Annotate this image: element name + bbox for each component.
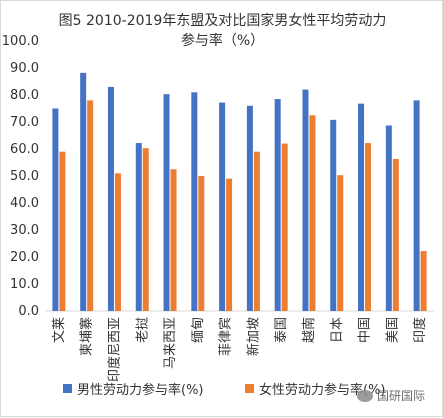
bar-male (219, 102, 226, 311)
x-tick-label: 缅甸 (191, 317, 206, 343)
bar-female (253, 151, 260, 311)
x-tick-label: 日本 (330, 317, 345, 343)
x-tick-label: 文莱 (52, 317, 67, 343)
wechat-icon (357, 389, 373, 402)
legend-label-male: 男性劳动力参与率(%) (77, 383, 204, 398)
y-tick-label: 0.0 (18, 304, 39, 319)
watermark-text: 国研国际 (377, 389, 426, 403)
chart-subtitle: 参与率（%） (180, 33, 265, 49)
bar-female (420, 251, 427, 311)
y-tick-label: 10.0 (10, 277, 39, 292)
y-tick-label: 100.0 (2, 34, 39, 49)
y-tick-label: 50.0 (10, 169, 39, 184)
bar-male (274, 99, 281, 311)
x-tick-label: 泰国 (274, 317, 289, 343)
bar-female (226, 178, 233, 311)
x-tick-label: 柬埔寨 (79, 317, 95, 356)
chart-title: 图5 2010-2019年东盟及对比国家男女性平均劳动力 (58, 13, 387, 29)
legend-item-male: 男性劳动力参与率(%) (63, 379, 204, 398)
y-tick-label: 80.0 (10, 88, 39, 103)
y-tick-label: 90.0 (10, 61, 39, 76)
bar-male (52, 108, 59, 311)
x-tick-label: 中国 (358, 317, 373, 343)
bar-female (87, 100, 94, 312)
x-tick-label: 菲律宾 (218, 317, 234, 356)
bar-male (135, 143, 142, 311)
legend-swatch-female (245, 384, 254, 393)
bar-male (246, 105, 253, 311)
bar-female (365, 143, 372, 311)
x-tick-label: 美国 (385, 317, 400, 343)
x-tick-label: 印度 (412, 317, 428, 343)
y-tick-label: 20.0 (10, 250, 39, 265)
x-tick-label: 马来西亚 (163, 317, 178, 369)
bar-female (170, 169, 177, 311)
legend-swatch-male (63, 384, 72, 393)
legend-label-female: 女性劳动力参与率(%) (259, 383, 386, 398)
watermark: 国研国际 (357, 387, 425, 404)
bar-male (163, 94, 170, 311)
bar-male (191, 92, 198, 311)
x-tick-label: 老挝 (135, 317, 150, 343)
y-tick-label: 30.0 (10, 223, 39, 238)
y-tick-label: 40.0 (10, 196, 39, 211)
bar-male (330, 119, 337, 311)
bar-female (309, 115, 316, 311)
bar-female (142, 148, 149, 311)
bar-male (107, 86, 114, 312)
bar-male (413, 100, 420, 312)
x-tick-label: 印度尼西亚 (106, 317, 122, 382)
bar-female (59, 151, 66, 311)
bar-female (198, 176, 205, 311)
bar-male (302, 89, 309, 311)
bar-female (337, 175, 344, 311)
x-tick-label: 新加坡 (245, 317, 261, 356)
bar-female (392, 158, 399, 311)
bar-male (358, 103, 365, 311)
x-tick-label: 越南 (301, 317, 317, 343)
legend-item-female: 女性劳动力参与率(%) (245, 379, 386, 398)
y-tick-label: 60.0 (10, 142, 39, 157)
bar-male (80, 72, 87, 311)
bar-female (281, 143, 288, 311)
y-tick-label: 70.0 (10, 115, 39, 130)
bar-female (114, 173, 121, 311)
bar-male (385, 125, 392, 311)
